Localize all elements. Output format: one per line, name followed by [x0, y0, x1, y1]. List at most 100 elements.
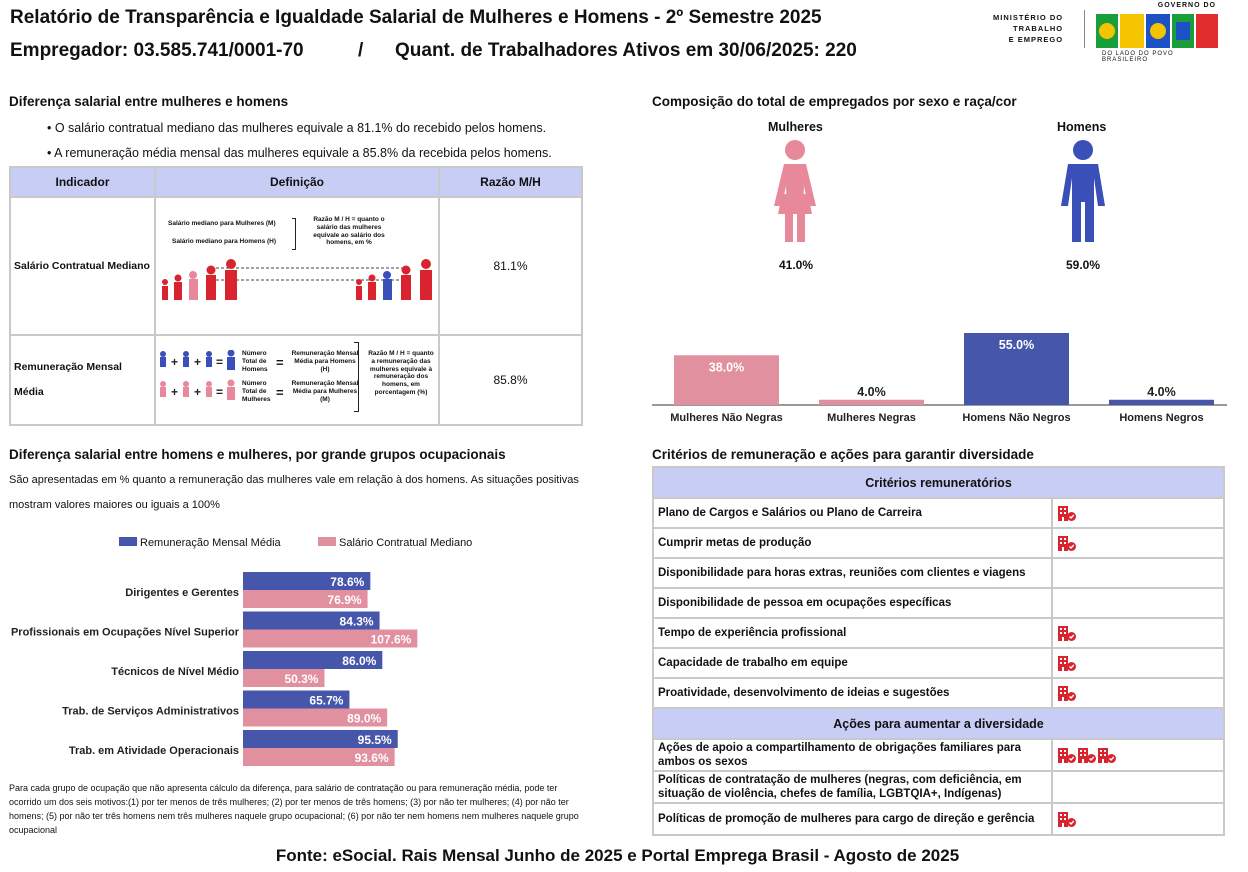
occupation-bar-value: 89.0% [347, 712, 381, 726]
criteria-icons [1051, 527, 1225, 559]
criteria-label: Disponibilidade de pessoa em ocupações e… [652, 587, 1053, 619]
occupation-bar-value: 86.0% [342, 654, 376, 668]
composition-category-label: Mulheres Não Negras [670, 412, 782, 424]
occupational-desc-2: mostram valores maiores ou iguais a 100% [9, 499, 220, 511]
company-check-icon [1058, 812, 1076, 827]
occupation-bar-value: 107.6% [371, 633, 412, 647]
occupation-bar-value: 93.6% [355, 751, 389, 765]
svg-text:=: = [216, 355, 223, 369]
median-men-label: Salário mediano para Homens (H) [172, 238, 277, 245]
company-check-icon [1058, 626, 1076, 641]
header-separator: / [358, 40, 364, 61]
svg-text:=: = [216, 385, 223, 399]
ministry-line-2: TRABALHO [1013, 24, 1064, 33]
employer-id: Empregador: 03.585.741/0001-70 [10, 40, 304, 61]
indicator-remuneration-line-1: Remuneração Mensal [14, 361, 122, 373]
ministry-line-1: MINISTÉRIO DO [993, 13, 1064, 22]
criteria-row: Tempo de experiência profissional [652, 617, 1225, 649]
composition-bar-chart: 38.0% Mulheres Não Negras 4.0% Mulheres Neg… [652, 333, 1227, 424]
legend-contractual-label: Salário Contratual Mediano [339, 537, 473, 549]
occupation-bar [243, 629, 418, 648]
occupation-bar [243, 572, 371, 590]
worker-count: Quant. de Trabalhadores Ativos em 30/06/… [395, 40, 857, 61]
composition-bar-value: 4.0% [1147, 385, 1176, 399]
gov-top-text: GOVERNO DO [1157, 2, 1216, 9]
brasil-wordmark-icon [1096, 14, 1218, 48]
occupation-label: Trab. em Atividade Operacionais [69, 745, 239, 757]
criteria-row: Plano de Cargos e Salários ou Plano de C… [652, 497, 1225, 529]
occupation-bar-value: 95.5% [358, 733, 392, 747]
occupation-bar-value: 76.9% [328, 593, 362, 607]
criteria-icons [1051, 647, 1225, 679]
criteria-row: Políticas de contratação de mulheres (ne… [652, 770, 1225, 804]
report-title: Relatório de Transparência e Igualdade S… [10, 7, 822, 28]
median-women-label: Salário mediano para Mulheres (M) [168, 220, 276, 227]
occupational-desc-1: São apresentadas em % quanto a remuneraç… [9, 474, 579, 486]
criteria-label: Políticas de promoção de mulheres para c… [652, 802, 1053, 836]
man-icon [1061, 140, 1105, 242]
criteria-icons [1051, 617, 1225, 649]
bullet-remuneration: • A remuneração média mensal das mulhere… [47, 146, 552, 160]
criteria-label: Tempo de experiência profissional [652, 617, 1053, 649]
ministry-logo: MINISTÉRIO DO TRABALHO E EMPREGO [993, 12, 1063, 45]
occupation-label: Trab. de Serviços Administrativos [62, 706, 239, 718]
ratio-note: Razão M / H = quanto o salário das mulhe… [313, 216, 385, 247]
gov-brasil-logo: GOVERNO DO DO LADO DO POVO BRASILEIRO [1096, 2, 1222, 63]
criteria-icons [1051, 802, 1225, 836]
criteria-label: Ações de apoio a compartilhamento de obr… [652, 738, 1053, 772]
gov-sub-text: DO LADO DO POVO BRASILEIRO [1102, 51, 1174, 63]
indicator-contractual: Salário Contratual Mediano [9, 196, 156, 336]
occupation-bar [243, 690, 350, 709]
wage-gap-title: Diferença salarial entre mulheres e home… [9, 94, 289, 109]
company-check-icon [1058, 536, 1076, 551]
criteria-icons [1051, 587, 1225, 619]
criteria-icons [1051, 738, 1225, 772]
ratio-note-2: Razão M / H = quanto a remuneração das m… [368, 350, 434, 396]
company-check-icon [1058, 686, 1076, 701]
occupation-bar-value: 78.6% [330, 575, 364, 589]
composition-bar [819, 399, 924, 405]
company-check-icon [1058, 506, 1076, 521]
indicator-remuneration-line-2: Média [14, 386, 44, 398]
legend-remuneration: Remuneração Mensal Média [119, 537, 281, 549]
bracket [292, 218, 296, 250]
composition-category-label: Homens Negros [1119, 412, 1203, 424]
composition-bar [1109, 399, 1214, 405]
women-pct: 41.0% [779, 258, 814, 272]
legend-swatch-pink [318, 537, 336, 546]
criteria-row: Ações de apoio a compartilhamento de obr… [652, 738, 1225, 772]
header-definition: Definição [154, 166, 440, 198]
women-label: Mulheres [768, 120, 823, 134]
occupation-bar [243, 651, 383, 669]
occupation-label: Técnicos de Nível Médio [111, 666, 239, 678]
people-median-icon [162, 259, 432, 300]
legend-remuneration-label: Remuneração Mensal Média [140, 537, 281, 549]
company-check-icon [1058, 748, 1076, 763]
occupation-bar [243, 669, 325, 687]
occupation-bar-value: 84.3% [340, 615, 374, 629]
criteria-label: Políticas de contratação de mulheres (ne… [652, 770, 1053, 804]
svg-text:+: + [194, 355, 201, 369]
rem-women-label: Remuneração Mensal Média para Mulheres (… [291, 380, 359, 403]
company-check-icon [1058, 656, 1076, 671]
woman-icon [774, 140, 816, 242]
criteria-row: Cumprir metas de produção [652, 527, 1225, 559]
criteria-icons [1051, 497, 1225, 529]
criteria-title: Critérios de remuneração e ações para ga… [652, 447, 1034, 462]
criteria-label: Disponibilidade para horas extras, reuni… [652, 557, 1053, 589]
men-label: Homens [1057, 120, 1107, 134]
svg-text:+: + [171, 385, 178, 399]
composition-bar-value: 4.0% [857, 385, 886, 399]
bullet-contractual: • O salário contratual mediano das mulhe… [47, 121, 547, 135]
occupation-bar [243, 748, 395, 766]
total-women-label: Número Total de Mulheres [242, 380, 271, 403]
occupation-bar-value: 65.7% [309, 694, 343, 708]
criteria-label: Proatividade, desenvolvimento de ideias … [652, 677, 1053, 709]
composition-bar [964, 333, 1069, 405]
composition-bar-value: 38.0% [709, 360, 744, 374]
indicator-remuneration: Remuneração Mensal Média [9, 334, 156, 426]
company-check-icon [1098, 748, 1116, 763]
diversity-header: Ações para aumentar a diversidade [652, 707, 1225, 740]
criteria-row: Disponibilidade para horas extras, reuni… [652, 557, 1225, 589]
legend-contractual: Salário Contratual Mediano [318, 537, 472, 549]
